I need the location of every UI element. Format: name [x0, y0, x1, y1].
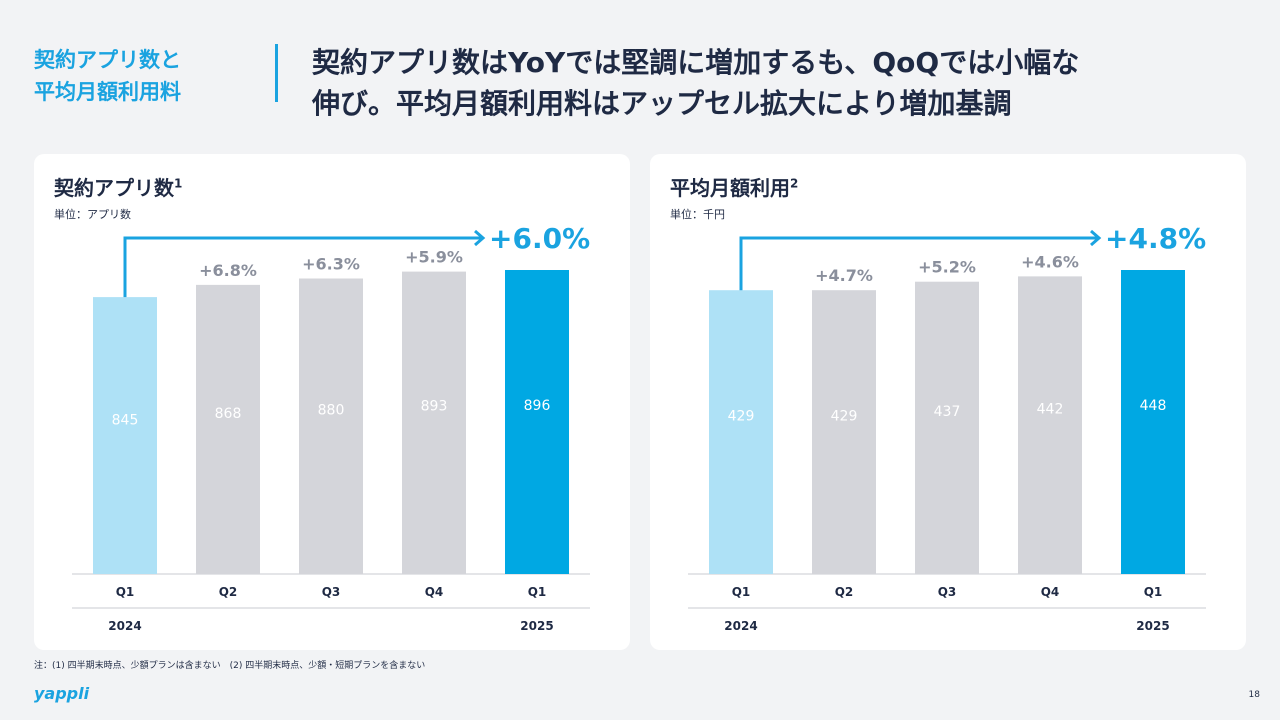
bar-value-label: 868 — [215, 406, 242, 422]
section-label: 契約アプリ数と 平均月額利用料 — [34, 44, 181, 108]
yappli-logo: yappli — [34, 684, 90, 703]
yoy-growth-label: +6.0% — [489, 222, 590, 255]
chart-panel-apps: 契約アプリ数1 単位：アプリ数 845 Q1 2024 868 Q2 +6.8% 880 Q3… — [34, 154, 630, 650]
headline: 契約アプリ数はYoYでは堅調に増加するも、QoQでは小幅な 伸び。平均月額利用料… — [312, 42, 1252, 124]
chart-title-footnote-marker: 2 — [790, 176, 799, 191]
bar-value-label: 845 — [112, 412, 139, 428]
x-tick-label: Q1 — [1144, 585, 1163, 599]
section-label-line1: 契約アプリ数と — [34, 48, 181, 72]
qoq-growth-label: +4.6% — [1021, 252, 1079, 271]
x-tick-label: Q1 — [116, 585, 135, 599]
x-tick-label: Q1 — [528, 585, 547, 599]
x-tick-label: Q3 — [322, 585, 341, 599]
qoq-growth-label: +5.9% — [405, 248, 463, 267]
section-label-line2: 平均月額利用料 — [34, 80, 181, 104]
chart-title-text: 契約アプリ数 — [54, 176, 174, 200]
bar-value-label: 429 — [831, 409, 858, 425]
bar — [299, 278, 363, 574]
bar — [93, 297, 157, 574]
bar — [915, 281, 979, 574]
bar — [402, 271, 466, 574]
qoq-growth-label: +5.2% — [918, 258, 976, 277]
chart-title: 契約アプリ数1 — [54, 172, 182, 201]
x-tick-label: Q2 — [835, 585, 854, 599]
bar-value-label: 437 — [934, 404, 961, 420]
x-tick-label: Q4 — [425, 585, 444, 599]
qoq-growth-label: +4.7% — [815, 266, 873, 285]
year-label: 2025 — [1136, 619, 1169, 633]
bar-value-label: 448 — [1140, 398, 1167, 414]
yoy-arrow-head — [1090, 229, 1102, 247]
footnote: 注：(1) 四半期末時点、少額プランは含まない (2) 四半期末時点、少額・短期… — [34, 661, 426, 671]
bar-value-label: 442 — [1037, 401, 1064, 417]
bar-value-label: 880 — [318, 402, 345, 418]
x-tick-label: Q2 — [219, 585, 238, 599]
headline-line2: 伸び。平均月額利用料はアップセル拡大により増加基調 — [312, 87, 1012, 120]
bar-value-label: 429 — [728, 409, 755, 425]
chart-unit: 単位：千円 — [670, 208, 725, 221]
bar — [709, 290, 773, 574]
yoy-arrow-head — [474, 229, 486, 247]
headline-line1: 契約アプリ数はYoYでは堅調に増加するも、QoQでは小幅な — [312, 46, 1080, 79]
qoq-growth-label: +6.3% — [302, 255, 360, 274]
yoy-arrow-line — [739, 236, 1099, 291]
year-label: 2025 — [520, 619, 553, 633]
page-number: 18 — [1248, 690, 1260, 700]
bar-chart-fee: 429 Q1 2024 429 Q2 +4.7% 437 Q3 +5.2% 442 Q4 +4.6% 4… — [688, 222, 1206, 633]
bar — [505, 270, 569, 574]
bar — [812, 290, 876, 574]
qoq-growth-label: +6.8% — [199, 261, 257, 280]
bar — [1121, 270, 1185, 574]
x-tick-label: Q1 — [732, 585, 751, 599]
chart-title-text: 平均月額利用 — [670, 176, 790, 200]
header-divider — [275, 44, 278, 102]
yoy-growth-label: +4.8% — [1105, 222, 1206, 255]
chart-title: 平均月額利用2 — [670, 172, 798, 201]
bar — [1018, 276, 1082, 574]
yoy-arrow-line — [123, 236, 483, 298]
bar-value-label: 896 — [524, 398, 551, 414]
chart-unit: 単位：アプリ数 — [54, 208, 131, 221]
chart-title-footnote-marker: 1 — [174, 176, 183, 191]
x-tick-label: Q4 — [1041, 585, 1060, 599]
year-label: 2024 — [724, 619, 757, 633]
year-label: 2024 — [108, 619, 141, 633]
bar-value-label: 893 — [421, 399, 448, 415]
chart-panel-fee: 平均月額利用2 単位：千円 429 Q1 2024 429 Q2 +4.7% 437 Q3 +5… — [650, 154, 1246, 650]
x-tick-label: Q3 — [938, 585, 957, 599]
bar-chart-apps: 845 Q1 2024 868 Q2 +6.8% 880 Q3 +6.3% 893 Q4 +5.9% 8… — [72, 222, 590, 633]
bar — [196, 284, 260, 574]
